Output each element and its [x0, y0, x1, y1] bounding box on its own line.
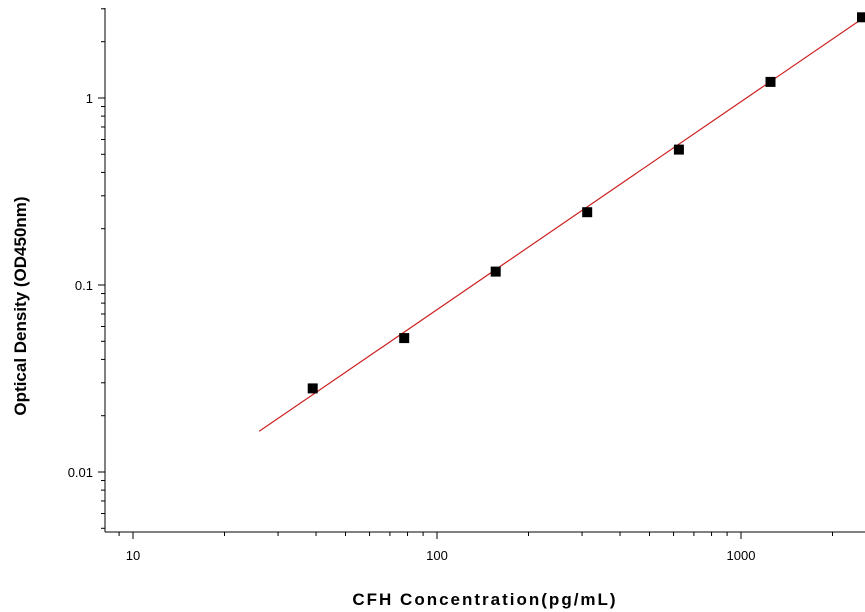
y-axis-title: Optical Density (OD450nm): [11, 196, 30, 415]
data-point: [582, 207, 593, 218]
x-tick-labels: 10 100 1000: [126, 548, 756, 563]
data-point: [765, 76, 776, 87]
y-tick-label: 1: [86, 91, 93, 106]
x-tick-label: 100: [426, 548, 448, 563]
data-point: [307, 383, 318, 394]
y-tick-label: 0.1: [75, 278, 93, 293]
data-point: [673, 144, 684, 155]
x-tick-label: 10: [126, 548, 140, 563]
fit-line: [258, 18, 863, 432]
x-axis: 10 100 1000: [105, 531, 865, 563]
x-axis-title: CFH Concentration(pg/mL): [352, 590, 617, 609]
y-ticks: [98, 8, 105, 529]
x-tick-label: 1000: [727, 548, 756, 563]
y-tick-label: 0.01: [68, 465, 93, 480]
y-tick-labels: 0.01 0.1 1: [68, 91, 93, 480]
x-ticks: [118, 532, 834, 539]
plot-area: [258, 12, 865, 432]
data-point: [490, 266, 501, 277]
data-point: [399, 333, 410, 344]
data-point: [857, 12, 865, 23]
y-axis: 0.01 0.1 1: [68, 8, 106, 532]
